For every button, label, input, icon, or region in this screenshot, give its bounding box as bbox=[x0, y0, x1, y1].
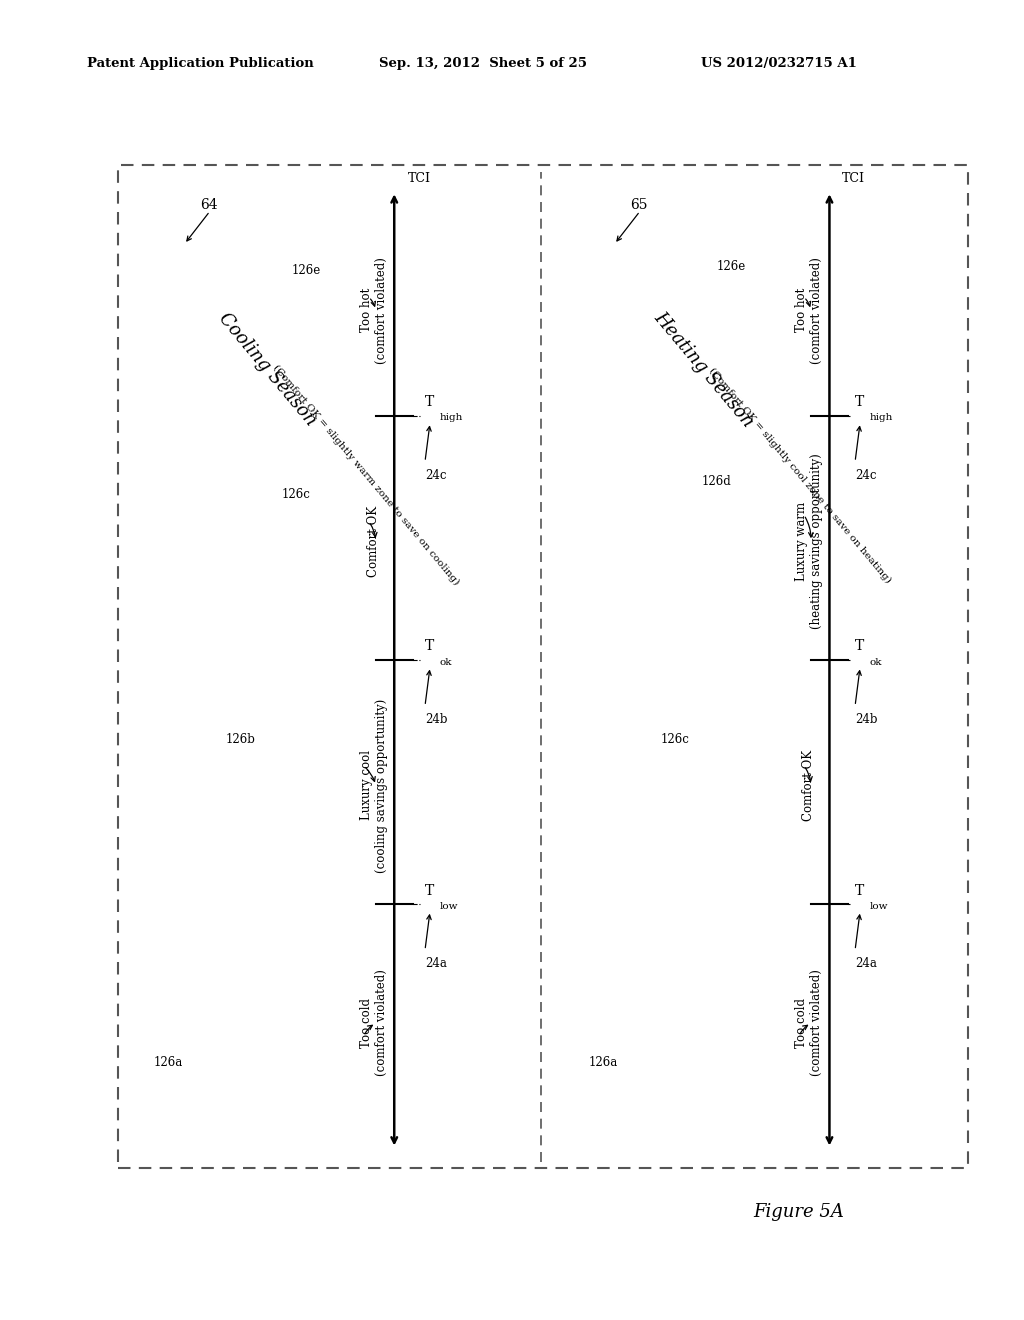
Text: low: low bbox=[439, 902, 458, 911]
Text: Luxury warm
(heating savings opportunity): Luxury warm (heating savings opportunity… bbox=[795, 453, 823, 630]
Text: TCI: TCI bbox=[842, 172, 864, 185]
Text: ok: ok bbox=[439, 657, 452, 667]
Text: Too hot
(comfort violated): Too hot (comfort violated) bbox=[359, 257, 388, 363]
Text: US 2012/0232715 A1: US 2012/0232715 A1 bbox=[701, 57, 857, 70]
Text: T: T bbox=[425, 639, 434, 653]
Text: low: low bbox=[869, 902, 888, 911]
Text: 24a: 24a bbox=[425, 957, 446, 970]
Text: Cooling Season: Cooling Season bbox=[215, 310, 319, 429]
Text: 126e: 126e bbox=[717, 260, 746, 273]
Text: high: high bbox=[869, 413, 893, 422]
Text: 24c: 24c bbox=[425, 469, 446, 482]
Text: 126d: 126d bbox=[701, 475, 731, 488]
Text: Luxury cool
(cooling savings opportunity): Luxury cool (cooling savings opportunity… bbox=[359, 698, 388, 873]
Text: 24a: 24a bbox=[855, 957, 877, 970]
Text: T: T bbox=[855, 395, 864, 409]
Text: T: T bbox=[855, 883, 864, 898]
Text: ok: ok bbox=[869, 657, 882, 667]
Text: TCI: TCI bbox=[408, 172, 430, 185]
Text: 126a: 126a bbox=[589, 1056, 618, 1069]
Text: (Comfort OK = slightly cool zone to save on heating): (Comfort OK = slightly cool zone to save… bbox=[707, 366, 892, 585]
Text: 126a: 126a bbox=[154, 1056, 183, 1069]
Text: Heating Season: Heating Season bbox=[650, 309, 757, 430]
Text: Too hot
(comfort violated): Too hot (comfort violated) bbox=[795, 257, 823, 363]
Text: 65: 65 bbox=[630, 198, 647, 211]
Text: 126e: 126e bbox=[292, 264, 322, 277]
Text: Too cold
(comfort violated): Too cold (comfort violated) bbox=[795, 970, 823, 1076]
Text: 126b: 126b bbox=[225, 733, 255, 746]
Text: Patent Application Publication: Patent Application Publication bbox=[87, 57, 313, 70]
Text: 64: 64 bbox=[200, 198, 217, 211]
Text: 126c: 126c bbox=[282, 488, 310, 502]
Text: Too cold
(comfort violated): Too cold (comfort violated) bbox=[359, 970, 388, 1076]
Text: Comfort OK: Comfort OK bbox=[803, 750, 815, 821]
Text: high: high bbox=[439, 413, 463, 422]
Text: 24c: 24c bbox=[855, 469, 877, 482]
Text: 24b: 24b bbox=[855, 713, 878, 726]
Text: 24b: 24b bbox=[425, 713, 447, 726]
Text: Comfort OK: Comfort OK bbox=[368, 506, 380, 577]
Bar bbox=[118, 165, 968, 1168]
Text: T: T bbox=[855, 639, 864, 653]
Text: T: T bbox=[425, 883, 434, 898]
Text: Sep. 13, 2012  Sheet 5 of 25: Sep. 13, 2012 Sheet 5 of 25 bbox=[379, 57, 587, 70]
Text: Figure 5A: Figure 5A bbox=[754, 1203, 844, 1221]
Text: (Comfort OK = slightly warm zone to save on cooling): (Comfort OK = slightly warm zone to save… bbox=[271, 363, 461, 587]
Text: 126c: 126c bbox=[660, 733, 689, 746]
Text: T: T bbox=[425, 395, 434, 409]
